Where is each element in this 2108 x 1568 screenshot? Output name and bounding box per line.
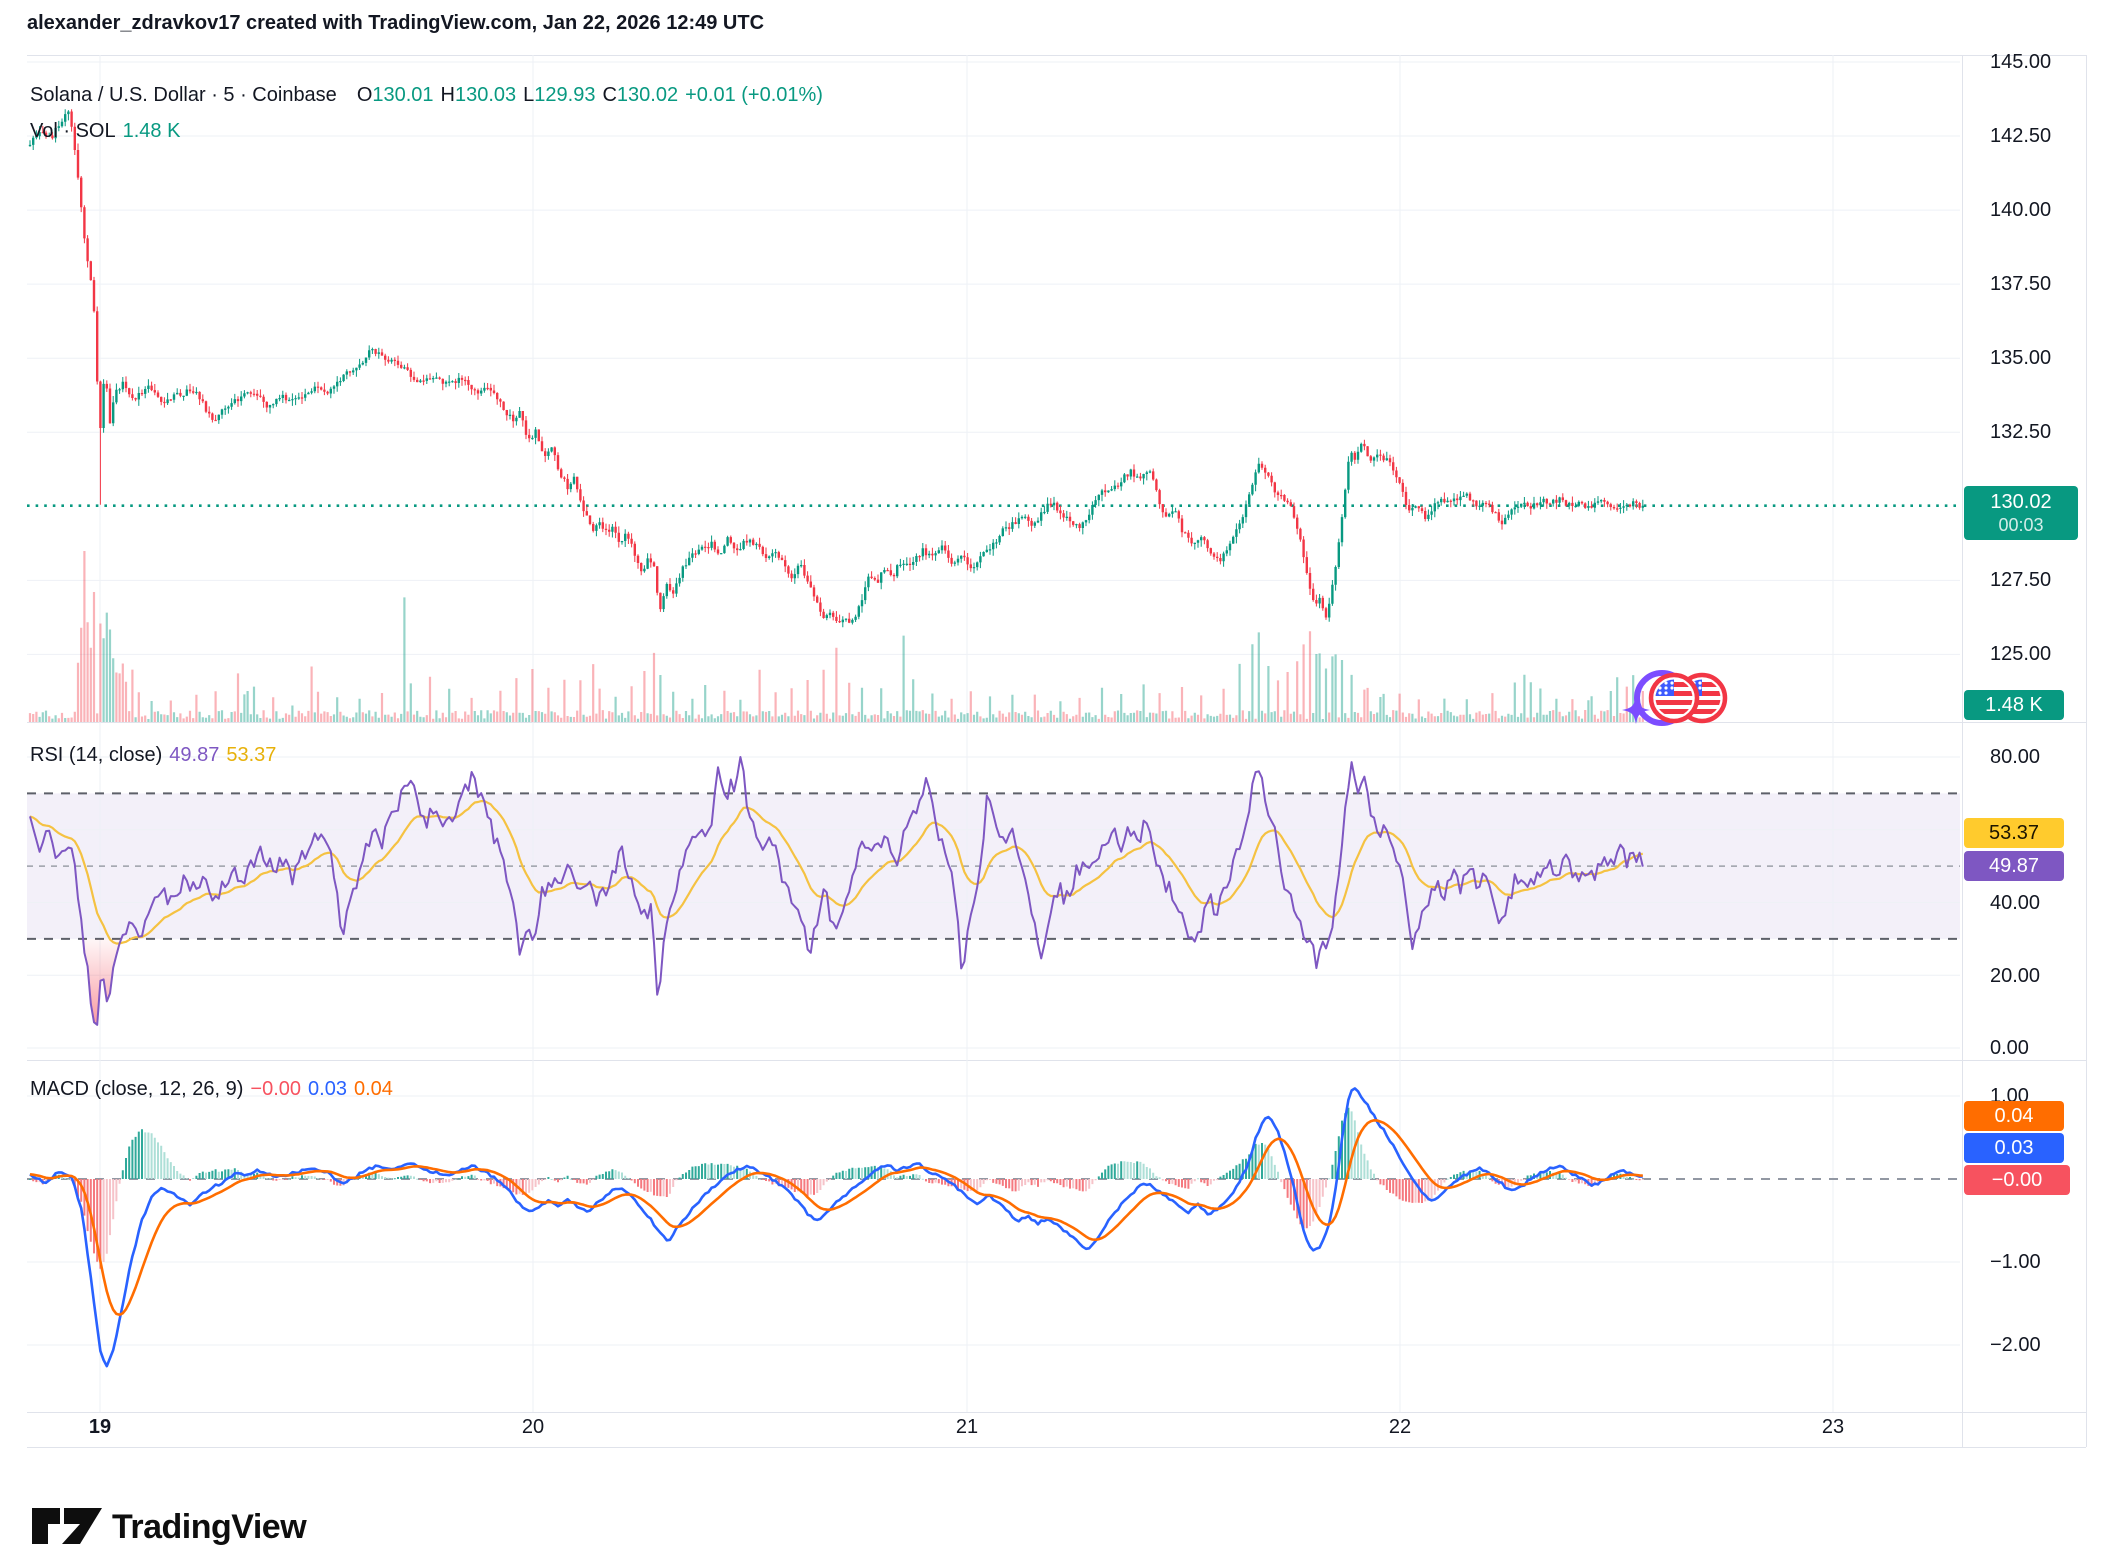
candle-bodies-up — [28, 111, 1644, 623]
low-readout: L129.93 — [523, 84, 596, 106]
macd-hist-pos-strong — [29, 1107, 1631, 1180]
time-scale-tick: 20 — [521, 1416, 545, 1438]
change-readout: +0.01 (+0.01%) — [685, 84, 823, 106]
volume-value: 1.48 K — [122, 120, 181, 142]
candle-wicks-up — [29, 109, 1644, 628]
rsi-ma-line — [29, 800, 1643, 945]
rsi-oversold-gradient — [60, 938, 170, 1025]
macd-main-value: 0.03 — [308, 1078, 347, 1100]
candle-bodies-down — [41, 111, 1641, 623]
macd-line — [29, 1087, 1643, 1368]
attribution-text: alexander_zdravkov17 created with Tradin… — [27, 12, 765, 34]
rsi-scale-tick: 0.00 — [1990, 1037, 2029, 1059]
pane-separator — [27, 55, 2086, 56]
tradingview-mark-icon — [32, 1508, 102, 1544]
macd-signal-badge: 0.04 — [1964, 1101, 2064, 1131]
economic-events-icon[interactable] — [1612, 668, 1728, 728]
rsi-line — [29, 756, 1644, 1026]
sparkle-icon — [1622, 696, 1650, 724]
symbol-legend: Solana / U.S. Dollar · 5 · Coinbase O130… — [30, 84, 823, 107]
last-price-badge: 130.02 00:03 — [1964, 486, 2078, 540]
rsi-pane-canvas[interactable] — [27, 722, 1960, 1060]
price-scale-tick: 127.50 — [1990, 569, 2052, 591]
macd-pane-canvas[interactable] — [27, 1060, 1960, 1412]
scale-border — [2086, 55, 2087, 1447]
rsi-ma-value: 53.37 — [226, 744, 277, 766]
rsi-scale-tick: 20.00 — [1990, 965, 2041, 987]
macd-hist-badge: −0.00 — [1964, 1165, 2070, 1195]
volume-label: Vol · SOL — [30, 120, 116, 142]
macd-signal-value: 0.04 — [353, 1078, 393, 1100]
macd-label: MACD (close, 12, 26, 9) — [30, 1078, 244, 1100]
macd-hist-pos-pale — [51, 1111, 1635, 1180]
pane-separator — [27, 1447, 2086, 1448]
time-scale-tick: 19 — [88, 1416, 112, 1438]
scale-border — [1962, 55, 1963, 1447]
us-flag-icon-left — [1648, 672, 1700, 724]
price-scale-tick: 125.00 — [1990, 643, 2052, 665]
rsi-scale-tick: 40.00 — [1990, 892, 2041, 914]
macd-main-badge: 0.03 — [1964, 1133, 2064, 1163]
close-readout: C130.02 — [602, 84, 679, 106]
macd-legend: MACD (close, 12, 26, 9) −0.00 0.03 0.04 — [30, 1078, 393, 1101]
high-readout: H130.03 — [440, 84, 517, 106]
time-scale-tick: 23 — [1821, 1416, 1845, 1438]
rsi-legend: RSI (14, close) 49.87 53.37 — [30, 744, 276, 767]
volume-badge: 1.48 K — [1964, 690, 2064, 720]
price-scale-tick: 145.00 — [1990, 51, 2052, 73]
bar-countdown: 00:03 — [1998, 515, 2044, 535]
price-scale-tick: 140.00 — [1990, 199, 2052, 221]
volume-bars-down — [28, 551, 1644, 722]
tradingview-logo[interactable]: TradingView — [30, 1494, 330, 1554]
rsi-pane[interactable] — [27, 722, 1960, 1060]
rsi-ma-badge: 53.37 — [1964, 818, 2064, 848]
volume-legend: Vol · SOL 1.48 K — [30, 120, 180, 143]
macd-scale-tick: −2.00 — [1990, 1334, 2041, 1356]
tradingview-wordmark: TradingView — [112, 1508, 307, 1546]
time-scale-tick: 22 — [1388, 1416, 1412, 1438]
time-scale-tick: 21 — [955, 1416, 979, 1438]
macd-signal-line — [29, 1119, 1643, 1317]
price-scale-tick: 135.00 — [1990, 347, 2052, 369]
pane-separator — [27, 1412, 2086, 1413]
price-pane-canvas[interactable] — [27, 55, 1960, 722]
last-price-value: 130.02 — [1990, 491, 2052, 513]
pane-separator — [27, 1060, 2086, 1061]
macd-hist-value: −0.00 — [250, 1078, 302, 1100]
price-scale-tick: 137.50 — [1990, 273, 2052, 295]
open-readout: O130.01 — [356, 84, 434, 106]
rsi-badge: 49.87 — [1964, 851, 2064, 881]
volume-bars-up — [38, 597, 1638, 722]
rsi-label: RSI (14, close) — [30, 744, 163, 766]
rsi-value: 49.87 — [169, 744, 220, 766]
macd-pane[interactable] — [27, 1060, 1960, 1412]
price-scale-tick: 132.50 — [1990, 421, 2052, 443]
pane-separator — [27, 722, 2086, 723]
macd-hist-neg-strong — [32, 1179, 1641, 1269]
rsi-scale-tick: 80.00 — [1990, 746, 2041, 768]
symbol-title: Solana / U.S. Dollar · 5 · Coinbase — [30, 84, 337, 106]
macd-scale-tick: −1.00 — [1990, 1251, 2041, 1273]
chart-plot-area[interactable] — [27, 55, 1960, 722]
price-scale-tick: 142.50 — [1990, 125, 2052, 147]
